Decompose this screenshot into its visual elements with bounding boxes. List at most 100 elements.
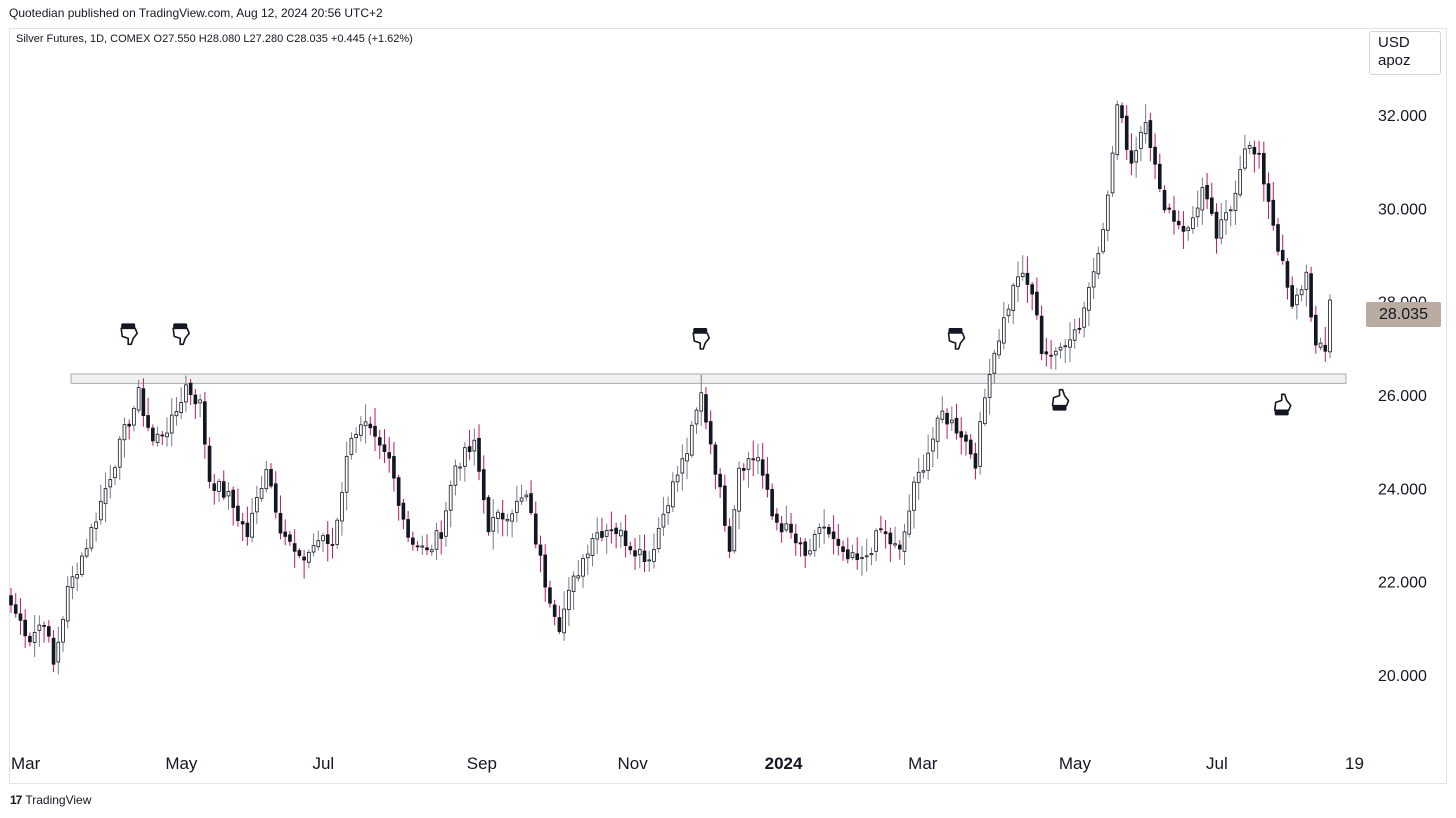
candle[interactable]: [1030, 282, 1034, 311]
candle[interactable]: [1096, 246, 1101, 280]
candle[interactable]: [661, 496, 666, 536]
candle[interactable]: [1063, 338, 1068, 364]
candle[interactable]: [1200, 177, 1205, 225]
candle[interactable]: [184, 375, 188, 412]
candle[interactable]: [146, 397, 150, 432]
candle[interactable]: [420, 535, 425, 556]
candle[interactable]: [1025, 256, 1030, 303]
pointing-down-hand-icon[interactable]: [172, 323, 190, 346]
candle[interactable]: [1157, 153, 1162, 193]
candle[interactable]: [108, 465, 113, 499]
candle[interactable]: [1191, 206, 1195, 234]
candle[interactable]: [723, 474, 727, 532]
candle[interactable]: [1257, 140, 1261, 169]
candle[interactable]: [519, 484, 524, 506]
candle[interactable]: [718, 468, 722, 498]
candle[interactable]: [756, 443, 760, 475]
candle[interactable]: [240, 512, 245, 542]
candle[interactable]: [47, 620, 51, 643]
candle[interactable]: [808, 538, 812, 557]
candle[interactable]: [533, 501, 538, 549]
candle[interactable]: [765, 456, 770, 498]
candle[interactable]: [1309, 266, 1313, 322]
candle[interactable]: [1290, 276, 1294, 309]
candle[interactable]: [1328, 294, 1332, 359]
candle[interactable]: [822, 509, 826, 545]
candle[interactable]: [1233, 180, 1238, 225]
candle[interactable]: [368, 416, 373, 436]
candle[interactable]: [382, 429, 387, 464]
candle[interactable]: [831, 515, 836, 555]
candle[interactable]: [964, 431, 968, 456]
candle[interactable]: [51, 630, 56, 673]
candle[interactable]: [136, 379, 141, 414]
candle[interactable]: [264, 460, 269, 493]
candle[interactable]: [633, 537, 637, 570]
candle[interactable]: [1195, 190, 1200, 228]
candle[interactable]: [344, 441, 349, 511]
candle[interactable]: [373, 407, 377, 452]
candle[interactable]: [165, 417, 169, 447]
candle[interactable]: [198, 394, 202, 418]
candle[interactable]: [543, 544, 548, 602]
candle[interactable]: [1044, 337, 1049, 367]
candle[interactable]: [973, 442, 978, 480]
candle[interactable]: [1087, 282, 1091, 327]
candle[interactable]: [463, 442, 467, 482]
candle[interactable]: [1162, 185, 1167, 213]
candle[interactable]: [278, 495, 283, 540]
candle[interactable]: [283, 519, 288, 546]
candle[interactable]: [978, 411, 982, 475]
candle[interactable]: [935, 415, 940, 459]
candle[interactable]: [897, 540, 902, 560]
candle[interactable]: [273, 471, 278, 519]
candle[interactable]: [1209, 182, 1214, 217]
candle[interactable]: [888, 527, 893, 562]
candle[interactable]: [486, 495, 491, 536]
candle[interactable]: [1101, 222, 1105, 255]
candle[interactable]: [188, 379, 193, 406]
candle[interactable]: [1053, 347, 1058, 370]
candle[interactable]: [1143, 104, 1148, 144]
candle[interactable]: [505, 513, 510, 537]
candle[interactable]: [65, 576, 70, 629]
candle[interactable]: [61, 616, 65, 652]
candle[interactable]: [779, 515, 784, 543]
candle[interactable]: [250, 498, 254, 543]
candle[interactable]: [1181, 211, 1186, 249]
candle[interactable]: [1091, 257, 1096, 300]
candle[interactable]: [217, 478, 221, 502]
candle[interactable]: [491, 499, 496, 550]
candle[interactable]: [288, 530, 292, 546]
candle[interactable]: [1001, 302, 1006, 350]
candle[interactable]: [515, 485, 519, 523]
candle[interactable]: [983, 388, 987, 427]
candle[interactable]: [907, 494, 912, 538]
candle[interactable]: [477, 424, 481, 481]
candle[interactable]: [307, 549, 311, 569]
candle[interactable]: [1252, 140, 1257, 173]
candle[interactable]: [1124, 105, 1129, 161]
candle[interactable]: [746, 451, 751, 488]
candle[interactable]: [151, 424, 155, 446]
candle[interactable]: [245, 506, 250, 546]
candle[interactable]: [671, 472, 675, 512]
candle[interactable]: [1214, 203, 1219, 254]
candle[interactable]: [174, 397, 179, 426]
candle[interactable]: [56, 626, 61, 675]
candle[interactable]: [292, 529, 297, 568]
candle[interactable]: [689, 420, 694, 458]
candle[interactable]: [1129, 133, 1134, 176]
candle[interactable]: [680, 444, 685, 491]
candle[interactable]: [628, 541, 633, 555]
candle[interactable]: [141, 378, 146, 427]
candle[interactable]: [132, 405, 136, 432]
candle[interactable]: [387, 437, 392, 473]
candle[interactable]: [945, 408, 949, 439]
candle[interactable]: [1219, 202, 1224, 245]
candle[interactable]: [619, 522, 623, 548]
candle[interactable]: [434, 522, 439, 560]
candle[interactable]: [869, 547, 874, 566]
candle[interactable]: [647, 550, 652, 572]
